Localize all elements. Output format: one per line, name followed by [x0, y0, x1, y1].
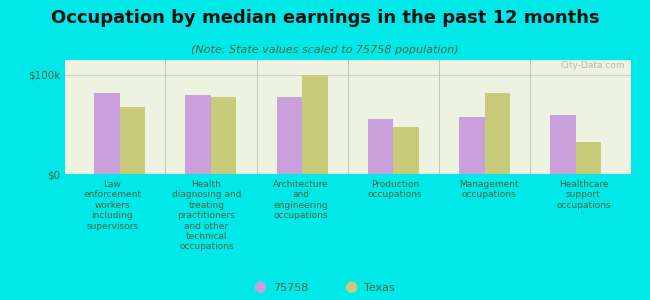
Bar — [277, 97, 302, 174]
Bar — [576, 142, 601, 174]
Bar — [302, 75, 328, 174]
Text: City-Data.com: City-Data.com — [560, 61, 625, 70]
Text: ●: ● — [254, 279, 266, 294]
Text: Healthcare
support
occupations: Healthcare support occupations — [556, 180, 611, 210]
Bar — [120, 106, 145, 174]
Text: Health
diagnosing and
treating
practitioners
and other
technical
occupations: Health diagnosing and treating practitio… — [172, 180, 241, 251]
Text: Architecture
and
engineering
occupations: Architecture and engineering occupations — [273, 180, 328, 220]
Text: Management
occupations: Management occupations — [460, 180, 519, 200]
Bar — [551, 115, 576, 174]
Text: Texas: Texas — [364, 283, 395, 293]
Bar — [459, 118, 484, 174]
Text: Occupation by median earnings in the past 12 months: Occupation by median earnings in the pas… — [51, 9, 599, 27]
Bar — [393, 128, 419, 174]
Text: Law
enforcement
workers
including
supervisors: Law enforcement workers including superv… — [83, 180, 141, 231]
Bar — [185, 95, 211, 174]
Text: Production
occupations: Production occupations — [367, 180, 422, 200]
Bar — [484, 93, 510, 174]
Bar — [94, 93, 120, 174]
Text: ●: ● — [344, 279, 358, 294]
Text: (Note: State values scaled to 75758 population): (Note: State values scaled to 75758 popu… — [191, 45, 459, 55]
Text: 75758: 75758 — [273, 283, 308, 293]
Bar — [211, 97, 237, 174]
Bar — [368, 119, 393, 174]
